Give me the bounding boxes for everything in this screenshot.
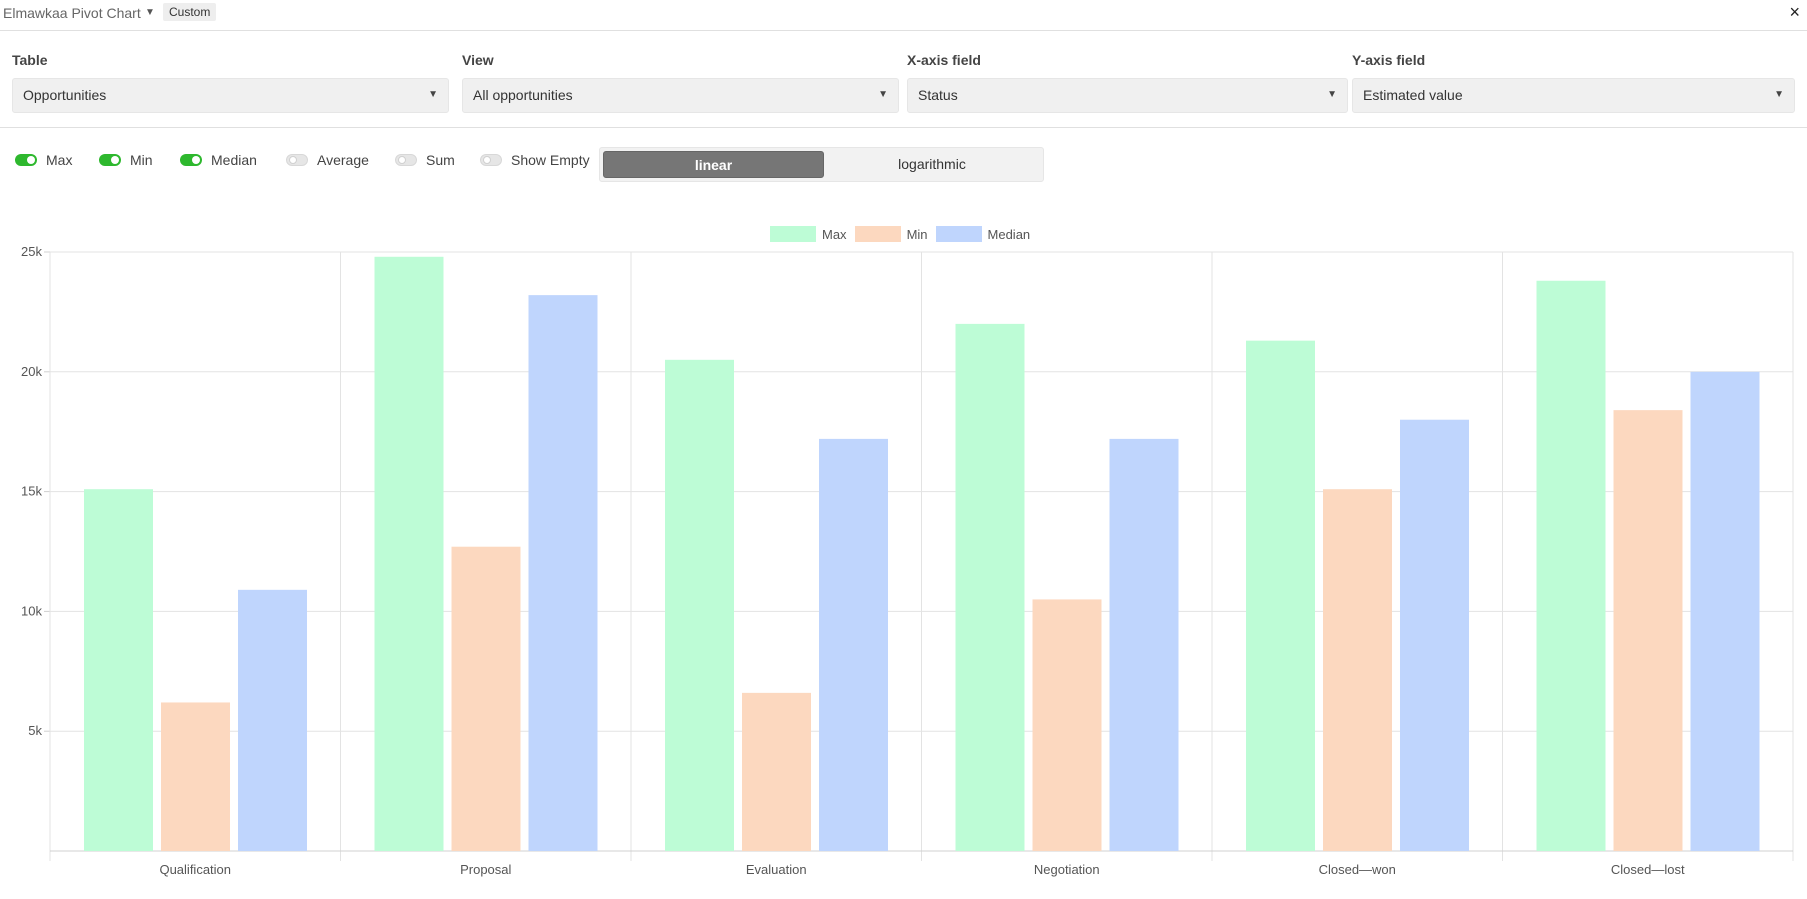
toggle-switch[interactable] [99,154,121,166]
bar-max [1246,340,1315,851]
y-tick-label: 20k [21,364,42,379]
y-tick-label: 10k [21,603,42,618]
chart-options: Max Min Median Average Sum Show Empty li… [0,140,1807,185]
close-icon[interactable]: × [1789,2,1800,22]
x-tick-label: Negotiation [1034,862,1100,877]
y-tick-label: 5k [28,723,42,738]
y-tick-label: 25k [21,244,42,259]
table-select[interactable]: Opportunities ▼ [12,78,449,113]
x-tick-label: Evaluation [746,862,807,877]
view-select[interactable]: All opportunities ▼ [462,78,899,113]
toggle-label: Average [317,152,369,168]
legend-item[interactable]: Max [770,226,847,242]
caret-down-icon: ▼ [1774,89,1784,100]
legend-label: Max [822,226,847,242]
legend-swatch [935,226,982,242]
table-field-label: Table [12,52,48,68]
toggle-switch[interactable] [15,154,37,166]
caret-down-icon[interactable]: ▼ [145,7,155,18]
title-bar: Elmawkaa Pivot Chart ▼ Custom × [0,0,1807,31]
table-field: Table Opportunities ▼ [12,50,449,113]
y-axis-select-value: Estimated value [1363,87,1463,103]
legend-item[interactable]: Min [854,226,928,242]
bar-median [238,589,307,851]
toggle-label: Min [130,152,153,168]
x-axis-select[interactable]: Status ▼ [907,78,1348,113]
toggle-label: Max [46,152,73,168]
x-tick-label: Closed—won [1319,862,1396,877]
x-axis-select-value: Status [918,87,958,103]
toggle-label: Median [211,152,257,168]
bar-median [1400,419,1469,851]
x-axis-field: X-axis field Status ▼ [907,50,1348,113]
view-select-value: All opportunities [473,87,573,103]
caret-down-icon: ▼ [1327,89,1337,100]
bar-chart: 5k 10k 15k 20k 25k Qualification Proposal Evalu… [21,244,1794,877]
toggle-min[interactable]: Min [99,152,153,168]
y-axis-field-label: Y-axis field [1352,52,1426,68]
scale-selector: linear logarithmic [599,147,1044,182]
toggle-label: Sum [426,152,455,168]
bar-median [528,295,598,851]
app-title[interactable]: Elmawkaa Pivot Chart [3,5,141,21]
toggle-label: Show Empty [511,152,590,168]
caret-down-icon: ▼ [878,89,888,100]
y-axis-field: Y-axis field Estimated value ▼ [1352,50,1795,113]
x-tick-label: Proposal [460,862,511,877]
legend-item[interactable]: Median [935,226,1031,242]
toggle-average[interactable]: Average [286,152,369,168]
bar-median [1109,438,1179,851]
bar-max [955,323,1025,851]
view-field-label: View [462,52,494,68]
custom-badge: Custom [163,3,217,21]
toggle-switch[interactable] [480,154,502,166]
x-tick-label: Closed—lost [1611,862,1685,877]
bar-max [84,489,153,851]
table-select-value: Opportunities [23,87,107,103]
bar-max [1536,280,1606,851]
bar-max [665,359,734,851]
chart-legend: Max Min Median [770,224,1038,244]
toggle-show-empty[interactable]: Show Empty [480,152,590,168]
toggle-max[interactable]: Max [15,152,72,168]
scale-linear-button[interactable]: linear [603,151,824,178]
bar-min [451,546,521,851]
bar-min [1323,489,1392,851]
toggle-switch[interactable] [395,154,417,166]
legend-label: Median [987,226,1031,242]
toggle-switch[interactable] [286,154,308,166]
bar-median [1690,371,1760,851]
legend-swatch [770,226,816,242]
legend-label: Min [906,226,928,242]
bar-median [819,438,888,851]
chart-area: Max Min Median 5k 10k 15k 20k 25k Qualification… [0,210,1807,894]
x-tick-label: Qualification [159,862,231,877]
toggle-sum[interactable]: Sum [395,152,455,168]
bar-min [161,702,230,851]
x-axis-field-label: X-axis field [907,52,981,68]
bar-min [742,692,811,851]
bar-min [1032,599,1102,851]
toggle-switch[interactable] [180,154,202,166]
bar-min [1613,410,1683,851]
caret-down-icon: ▼ [428,89,438,100]
bar-max [374,256,444,851]
field-selectors: Table Opportunities ▼ View All opportuni… [0,31,1807,128]
y-tick-label: 15k [21,484,42,499]
scale-logarithmic-button[interactable]: logarithmic [898,156,966,172]
toggle-median[interactable]: Median [180,152,257,168]
legend-swatch [854,226,901,242]
view-field: View All opportunities ▼ [462,50,899,113]
y-axis-select[interactable]: Estimated value ▼ [1352,78,1795,113]
